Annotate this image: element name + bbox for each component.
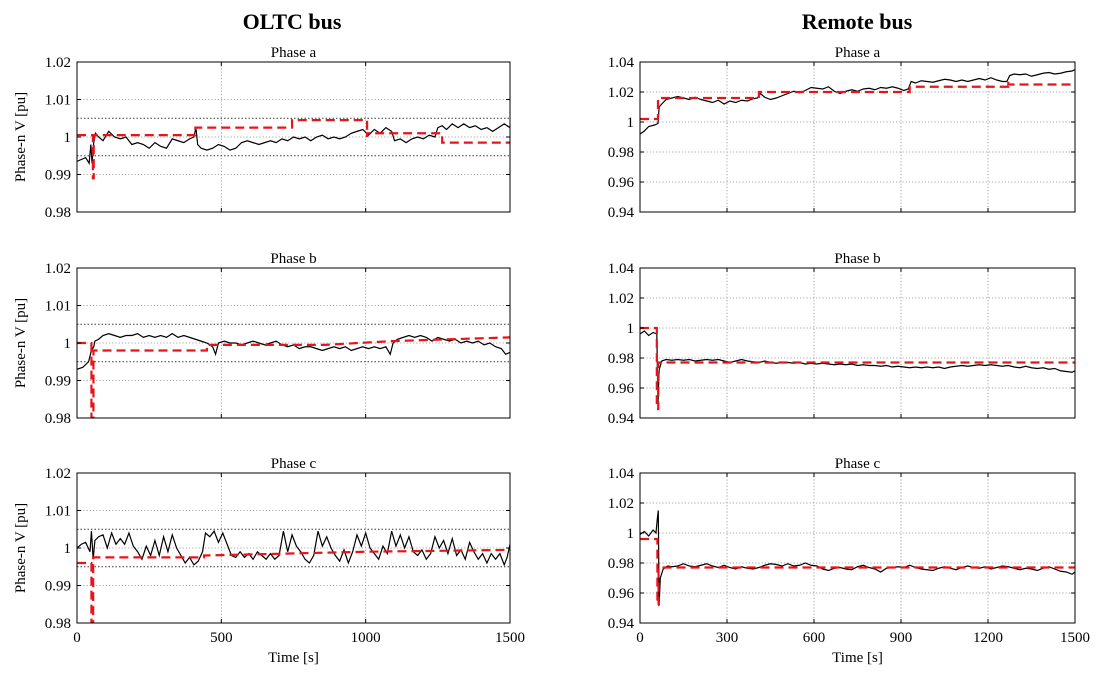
chart-5-xtick-label-2: 600 bbox=[803, 630, 826, 646]
chart-2-xtick-label-1: 500 bbox=[210, 630, 233, 646]
chart-4-title: Phase b bbox=[834, 251, 880, 267]
chart-1-ytick-label-0: 0.98 bbox=[45, 411, 71, 427]
chart-4-reference-line bbox=[640, 326, 1075, 411]
chart-0-ytick-label-3: 1.01 bbox=[45, 93, 71, 109]
chart-2-xtick-label-3: 1500 bbox=[495, 630, 525, 646]
chart-0-measured-line bbox=[77, 123, 510, 166]
chart-3-ytick-label-3: 1 bbox=[627, 115, 635, 131]
chart-3-ytick-label-5: 1.04 bbox=[608, 55, 635, 71]
chart-3-ytick-label-2: 0.98 bbox=[608, 145, 634, 161]
chart-4-ytick-label-3: 1 bbox=[627, 321, 635, 337]
chart-3-title: Phase a bbox=[835, 45, 881, 61]
chart-5-xlabel: Time [s] bbox=[832, 650, 883, 666]
chart-5-measured-line bbox=[640, 510, 1075, 606]
chart-0-ylabel: Phase-n V [pu] bbox=[13, 92, 29, 182]
chart-3-measured-line bbox=[640, 68, 1075, 135]
chart-5-title: Phase c bbox=[835, 456, 881, 472]
chart-3-ytick-label-0: 0.94 bbox=[608, 205, 635, 221]
chart-1: 0.98 0.99 1 1.01 1.02 Phase b Phase-n V [pu] bbox=[13, 251, 511, 427]
chart-3-axes-box bbox=[639, 61, 1076, 213]
chart-2-xtick-label-2: 1000 bbox=[351, 630, 381, 646]
chart-4-ytick-label-1: 0.96 bbox=[608, 381, 635, 397]
chart-2: 0 500 1000 1500 0.98 0.99 1 1.01 1.02 Phase c Phas… bbox=[13, 456, 525, 666]
chart-1-ylabel: Phase-n V [pu] bbox=[13, 298, 29, 388]
chart-2-ytick-label-4: 1.02 bbox=[45, 466, 71, 482]
chart-5-ytick-label-3: 1 bbox=[627, 526, 635, 542]
chart-2-reference-line bbox=[77, 548, 510, 623]
chart-0-ytick-label-1: 0.99 bbox=[45, 168, 71, 184]
chart-5-xtick-label-1: 300 bbox=[716, 630, 739, 646]
chart-5-reference-line bbox=[640, 537, 1075, 607]
chart-5: 0 300 600 900 1200 1500 0.94 0.96 0.98 1 1.02 1.04 P… bbox=[608, 456, 1090, 666]
chart-4-measured-line bbox=[640, 330, 1075, 404]
chart-2-ytick-label-2: 1 bbox=[64, 541, 72, 557]
chart-2-ytick-label-1: 0.99 bbox=[45, 579, 71, 595]
chart-2-title: Phase c bbox=[271, 456, 317, 472]
chart-5-ytick-label-5: 1.04 bbox=[608, 466, 635, 482]
chart-1-reference-line bbox=[77, 336, 510, 418]
chart-5-axes-box bbox=[639, 472, 1076, 624]
chart-5-ytick-label-4: 1.02 bbox=[608, 496, 634, 512]
chart-5-xtick-label-3: 900 bbox=[890, 630, 913, 646]
chart-3-reference-line bbox=[640, 81, 1075, 121]
chart-5-ytick-label-1: 0.96 bbox=[608, 586, 635, 602]
chart-4-ytick-label-5: 1.04 bbox=[608, 261, 635, 277]
chart-0: 0.98 0.99 1 1.01 1.02 Phase a Phase-n V [pu] bbox=[13, 45, 511, 221]
chart-2-ytick-label-0: 0.98 bbox=[45, 616, 71, 632]
column-title-remote-bus: Remote bus bbox=[802, 9, 913, 34]
chart-2-ytick-label-3: 1.01 bbox=[45, 504, 71, 520]
chart-3-ytick-label-1: 0.96 bbox=[608, 175, 635, 191]
chart-4-axes-box bbox=[639, 267, 1076, 419]
chart-5-xtick-label-0: 0 bbox=[636, 630, 644, 646]
chart-4: 0.94 0.96 0.98 1 1.02 1.04 Phase b bbox=[608, 251, 1076, 427]
chart-1-title: Phase b bbox=[270, 251, 316, 267]
chart-4-ytick-label-0: 0.94 bbox=[608, 411, 635, 427]
chart-5-xtick-label-4: 1200 bbox=[973, 630, 1003, 646]
chart-3-ytick-label-4: 1.02 bbox=[608, 85, 634, 101]
chart-4-ytick-label-2: 0.98 bbox=[608, 351, 634, 367]
chart-1-ytick-label-1: 0.99 bbox=[45, 374, 71, 390]
chart-1-measured-line bbox=[77, 332, 510, 370]
chart-5-ytick-label-2: 0.98 bbox=[608, 556, 634, 572]
chart-0-title: Phase a bbox=[271, 45, 317, 61]
chart-1-ytick-label-2: 1 bbox=[64, 336, 72, 352]
chart-1-ytick-label-4: 1.02 bbox=[45, 261, 71, 277]
chart-5-ytick-label-0: 0.94 bbox=[608, 616, 635, 632]
chart-0-reference-line bbox=[77, 119, 510, 180]
chart-0-ytick-label-4: 1.02 bbox=[45, 55, 71, 71]
chart-4-ytick-label-4: 1.02 bbox=[608, 291, 634, 307]
chart-2-ylabel: Phase-n V [pu] bbox=[13, 503, 29, 593]
chart-2-measured-line bbox=[77, 529, 510, 567]
chart-2-xlabel: Time [s] bbox=[268, 650, 319, 666]
chart-1-ytick-label-3: 1.01 bbox=[45, 299, 71, 315]
chart-2-xtick-label-0: 0 bbox=[73, 630, 81, 646]
chart-0-ytick-label-2: 1 bbox=[64, 130, 72, 146]
chart-5-xtick-label-5: 1500 bbox=[1060, 630, 1090, 646]
column-title-oltc-bus: OLTC bus bbox=[243, 9, 342, 34]
chart-0-ytick-label-0: 0.98 bbox=[45, 205, 71, 221]
chart-3: 0.94 0.96 0.98 1 1.02 1.04 Phase a bbox=[608, 45, 1076, 221]
